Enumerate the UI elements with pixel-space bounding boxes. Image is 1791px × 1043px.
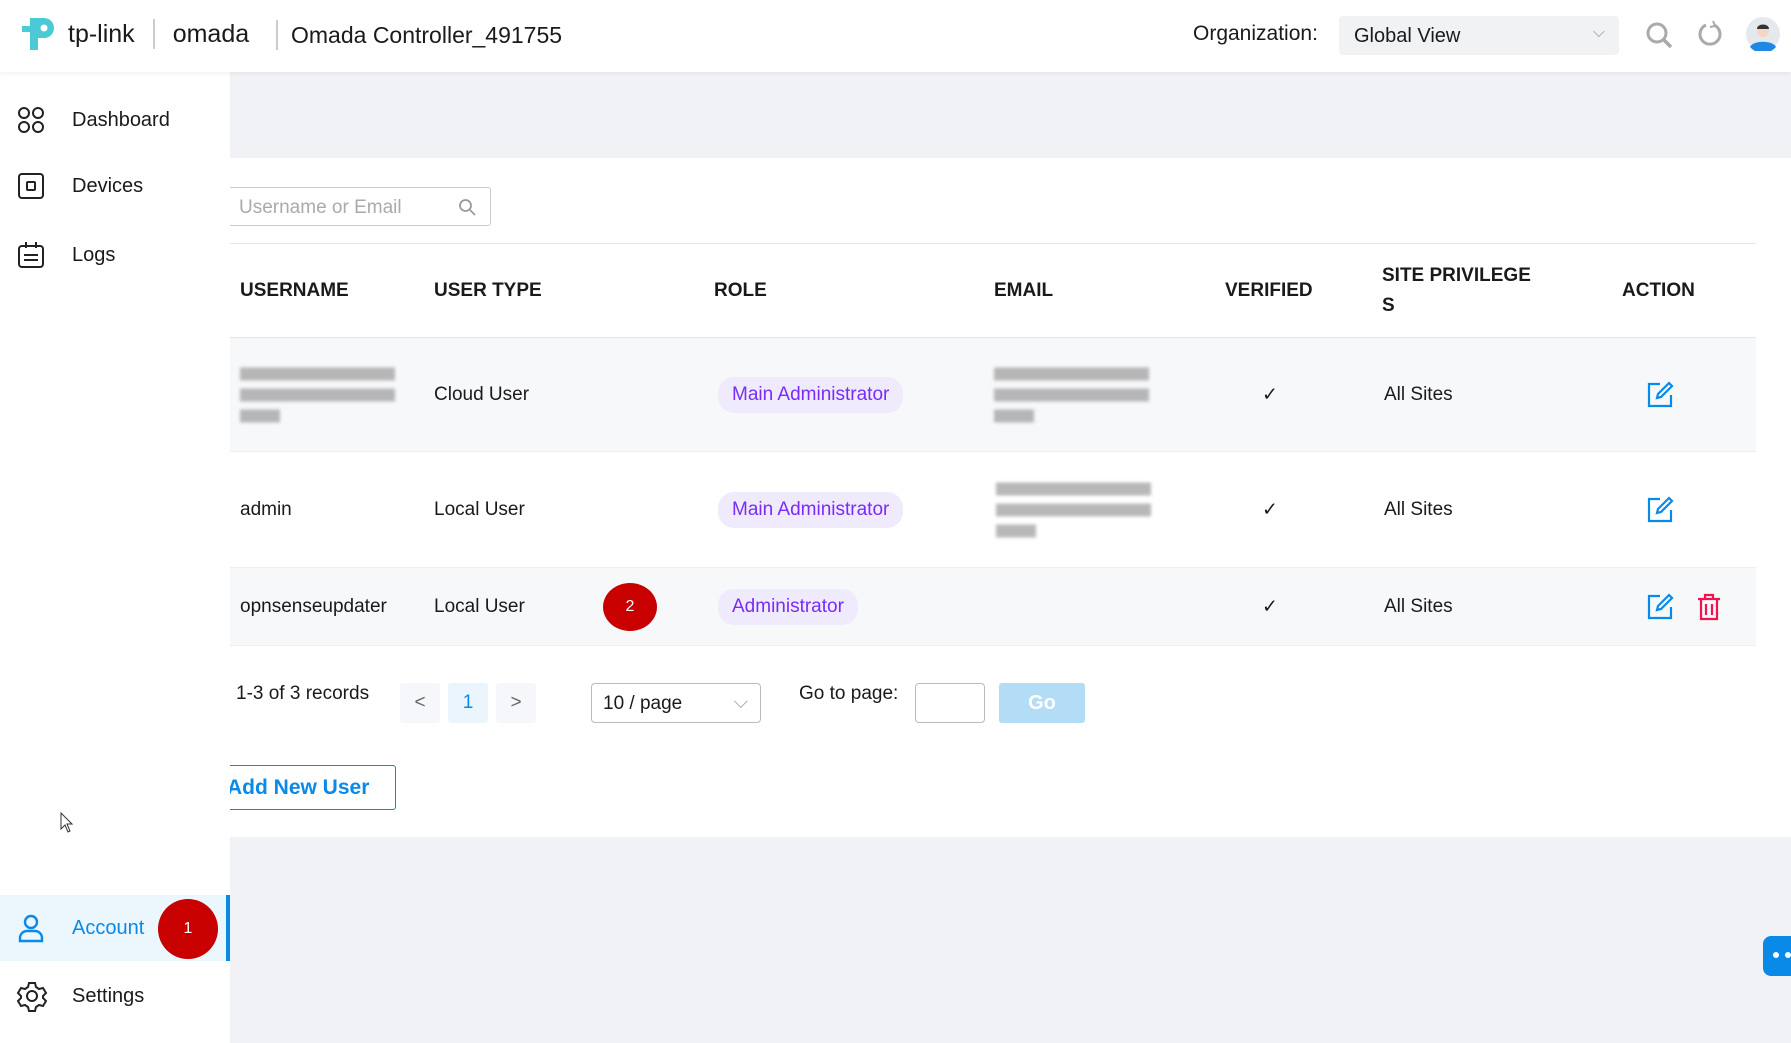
site-privileges: All Sites xyxy=(1384,498,1453,520)
column-user-type: USER TYPE xyxy=(434,279,542,301)
annotation-badge: 1 xyxy=(158,899,218,959)
sidebar-item-label: Dashboard xyxy=(72,108,170,131)
username: admin xyxy=(240,498,292,520)
sidebar-item-logs[interactable]: Logs xyxy=(0,222,230,288)
logs-icon xyxy=(18,242,44,268)
sidebar: Dashboard Devices Logs Account 1 Setting… xyxy=(0,72,230,1043)
goto-page-input[interactable] xyxy=(915,683,985,723)
refresh-icon[interactable] xyxy=(1696,20,1724,50)
column-role: ROLE xyxy=(714,279,767,301)
table-row: Cloud User Main Administrator ✓ All Site… xyxy=(230,338,1756,452)
edit-icon[interactable] xyxy=(1646,380,1674,409)
add-new-user-button[interactable]: Add New User xyxy=(200,765,396,810)
user-type: Local User xyxy=(434,595,525,617)
column-verified: VERIFIED xyxy=(1225,279,1313,301)
column-email: EMAIL xyxy=(994,279,1054,301)
go-button[interactable]: Go xyxy=(999,683,1085,723)
user-type: Local User xyxy=(434,498,525,520)
column-username[interactable]: USERNAME xyxy=(240,279,349,301)
sidebar-item-label: Devices xyxy=(72,174,144,197)
column-site-privileges: SITE PRIVILEGE S xyxy=(1382,264,1531,316)
devices-icon xyxy=(18,173,44,199)
role-badge: Main Administrator xyxy=(718,491,904,528)
sidebar-item-settings[interactable]: Settings xyxy=(0,963,230,1029)
chevron-down-icon: ⌵ xyxy=(1592,24,1605,41)
product-name: omada xyxy=(172,19,250,48)
tp-link-logo-icon xyxy=(22,18,54,50)
users-table: USERNAME USER TYPE ROLE EMAIL VERIFIED S… xyxy=(230,243,1756,646)
column-action: ACTION xyxy=(1622,279,1695,301)
delete-icon[interactable] xyxy=(1696,593,1722,621)
verified-check-icon: ✓ xyxy=(1262,384,1278,405)
organization-value: Global View xyxy=(1354,25,1461,47)
site-privileges: All Sites xyxy=(1384,595,1453,617)
organization-select[interactable]: Global View ⌵ xyxy=(1339,16,1619,55)
chat-widget-button[interactable] xyxy=(1763,936,1791,976)
search-icon[interactable] xyxy=(1644,20,1674,50)
gear-icon xyxy=(16,982,48,1012)
table-row: opnsenseupdater Local User 2 Administrat… xyxy=(230,568,1756,646)
avatar[interactable] xyxy=(1746,17,1780,51)
records-count: 1-3 of 3 records xyxy=(236,683,370,704)
users-card xyxy=(230,158,1791,837)
user-icon xyxy=(18,914,44,943)
brand-name: tp-link xyxy=(68,19,135,48)
edit-icon[interactable] xyxy=(1646,592,1674,621)
email-blurred xyxy=(996,482,1151,537)
username: opnsenseupdater xyxy=(240,595,387,617)
sidebar-item-label: Settings xyxy=(72,984,145,1007)
search-icon[interactable] xyxy=(458,198,476,216)
page-1-button[interactable]: 1 xyxy=(448,683,488,723)
controller-title: Omada Controller_491755 xyxy=(291,22,563,48)
role-badge: Main Administrator xyxy=(718,376,904,413)
table-row: admin Local User Main Administrator ✓ Al… xyxy=(230,452,1756,568)
prev-page-button[interactable]: < xyxy=(400,683,440,723)
annotation-badge: 2 xyxy=(603,582,657,631)
goto-label: Go to page: xyxy=(799,683,899,704)
site-privileges: All Sites xyxy=(1384,383,1453,405)
verified-check-icon: ✓ xyxy=(1262,596,1278,617)
username-blurred xyxy=(240,367,395,422)
table-header: USERNAME USER TYPE ROLE EMAIL VERIFIED S… xyxy=(230,243,1756,338)
mouse-cursor-icon xyxy=(60,812,74,833)
search-input[interactable]: Username or Email xyxy=(200,187,491,226)
logo: tp-link omada xyxy=(18,14,249,54)
sidebar-item-label: Logs xyxy=(72,243,116,266)
top-bar: tp-link omada Omada Controller_491755 Or… xyxy=(0,0,1791,72)
sidebar-item-label: Account xyxy=(72,916,145,939)
sidebar-item-dashboard[interactable]: Dashboard xyxy=(0,87,230,153)
search-placeholder: Username or Email xyxy=(239,197,402,218)
page-size-select[interactable]: 10 / page ⌵ xyxy=(591,683,761,723)
organization-label: Organization: xyxy=(1193,22,1318,45)
user-type: Cloud User xyxy=(434,383,530,405)
role-badge: Administrator xyxy=(718,588,858,625)
edit-icon[interactable] xyxy=(1646,495,1674,524)
sidebar-item-account[interactable]: Account 1 xyxy=(0,895,230,961)
email-blurred xyxy=(994,367,1149,422)
sidebar-item-devices[interactable]: Devices xyxy=(0,153,230,219)
verified-check-icon: ✓ xyxy=(1262,499,1278,520)
next-page-button[interactable]: > xyxy=(496,683,536,723)
chevron-down-icon: ⌵ xyxy=(733,692,748,713)
page-size-value: 10 / page xyxy=(603,693,683,714)
dashboard-icon xyxy=(18,107,44,133)
